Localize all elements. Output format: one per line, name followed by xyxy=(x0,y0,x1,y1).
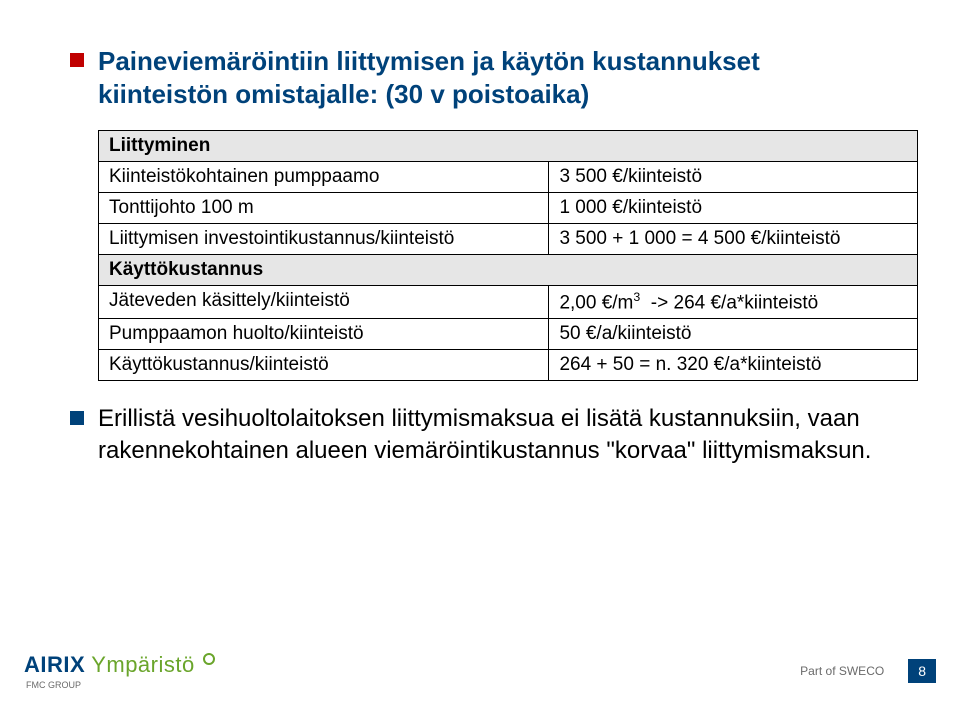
title-bullet: Paineviemäröintiin liittymisen ja käytön… xyxy=(70,45,890,110)
section-header-cell: Liittyminen xyxy=(99,131,918,162)
row-value: 50 €/a/kiinteistö xyxy=(549,319,918,350)
table-row: Liittymisen investointikustannus/kiintei… xyxy=(99,224,918,255)
row-value: 3 500 + 1 000 = 4 500 €/kiinteistö xyxy=(549,224,918,255)
logo-main-text: AIRIX xyxy=(24,652,85,678)
part-of-text: Part of SWECO xyxy=(800,664,884,678)
page-number: 8 xyxy=(908,659,936,683)
row-label: Tonttijohto 100 m xyxy=(99,193,549,224)
title-text: Paineviemäröintiin liittymisen ja käytön… xyxy=(98,45,890,110)
row-label: Pumppaamon huolto/kiinteistö xyxy=(99,319,549,350)
row-label: Käyttökustannus/kiinteistö xyxy=(99,350,549,381)
row-value: 1 000 €/kiinteistö xyxy=(549,193,918,224)
square-bullet-icon xyxy=(70,53,84,67)
table-row: Pumppaamon huolto/kiinteistö 50 €/a/kiin… xyxy=(99,319,918,350)
table-row: Kiinteistökohtainen pumppaamo 3 500 €/ki… xyxy=(99,162,918,193)
row-value: 2,00 €/m3 -> 264 €/a*kiinteistö xyxy=(549,286,918,319)
table-section-header: Liittyminen xyxy=(99,131,918,162)
section-header-cell: Käyttökustannus xyxy=(99,255,918,286)
table-row: Jäteveden käsittely/kiinteistö 2,00 €/m3… xyxy=(99,286,918,319)
row-label: Jäteveden käsittely/kiinteistö xyxy=(99,286,549,319)
square-bullet-icon xyxy=(70,411,84,425)
table-section-header: Käyttökustannus xyxy=(99,255,918,286)
table-row: Tonttijohto 100 m 1 000 €/kiinteistö xyxy=(99,193,918,224)
closing-text: Erillistä vesihuoltolaitoksen liittymism… xyxy=(98,403,890,465)
row-value: 3 500 €/kiinteistö xyxy=(549,162,918,193)
logo-circle-icon xyxy=(203,653,215,665)
logo-accent-text: Ympäristö xyxy=(91,652,195,678)
row-label: Kiinteistökohtainen pumppaamo xyxy=(99,162,549,193)
table-row: Käyttökustannus/kiinteistö 264 + 50 = n.… xyxy=(99,350,918,381)
footer: AIRIX Ympäristö FMC GROUP Part of SWECO … xyxy=(0,646,960,706)
row-label: Liittymisen investointikustannus/kiintei… xyxy=(99,224,549,255)
row-value: 264 + 50 = n. 320 €/a*kiinteistö xyxy=(549,350,918,381)
logo-sub-text: FMC GROUP xyxy=(26,680,81,690)
cost-table: Liittyminen Kiinteistökohtainen pumppaam… xyxy=(98,130,918,381)
logo: AIRIX Ympäristö FMC GROUP xyxy=(24,652,215,690)
closing-bullet: Erillistä vesihuoltolaitoksen liittymism… xyxy=(70,403,890,465)
